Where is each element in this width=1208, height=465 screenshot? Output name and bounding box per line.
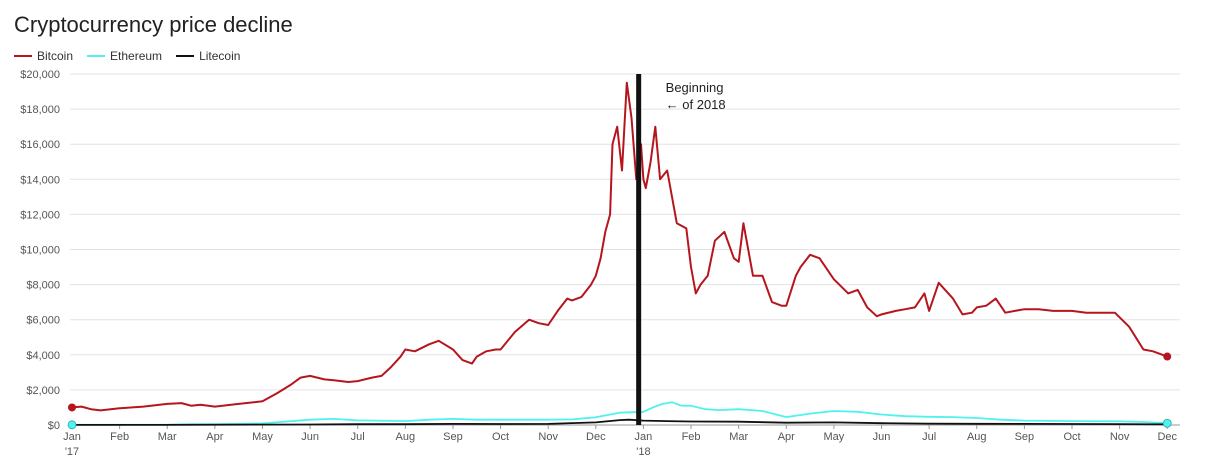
x-tick-label: Oct bbox=[492, 431, 509, 443]
x-tick-label: Nov bbox=[1110, 431, 1130, 443]
legend-swatch-ethereum bbox=[87, 55, 106, 57]
legend-swatch-bitcoin bbox=[14, 55, 32, 57]
x-tick-label: Oct bbox=[1063, 431, 1080, 443]
y-tick-label: $4,000 bbox=[26, 350, 60, 362]
legend: Bitcoin Ethereum Litecoin bbox=[14, 49, 240, 63]
legend-label-litecoin: Litecoin bbox=[199, 49, 241, 63]
legend-item-ethereum[interactable]: Ethereum bbox=[87, 49, 162, 63]
y-tick-label: $6,000 bbox=[26, 315, 60, 327]
x-tick-label: Apr bbox=[778, 431, 795, 443]
legend-label-bitcoin: Bitcoin bbox=[37, 49, 74, 63]
x-tick-label: Jul bbox=[922, 431, 936, 443]
y-tick-label: $2,000 bbox=[26, 385, 60, 397]
x-tick-label: Dec bbox=[1157, 431, 1177, 443]
x-tick-label: Jan bbox=[635, 431, 653, 443]
series-line-bitcoin bbox=[71, 81, 1168, 412]
y-tick-label: $14,000 bbox=[20, 174, 60, 186]
series-line-ethereum bbox=[72, 401, 1168, 426]
y-tick-label: $8,000 bbox=[26, 280, 60, 292]
y-tick-label: $18,000 bbox=[20, 104, 60, 116]
ethereum-end-dot bbox=[1162, 418, 1172, 428]
y-tick-label: $16,000 bbox=[20, 139, 60, 151]
x-tick-label: Apr bbox=[206, 431, 223, 443]
ethereum-start-dot bbox=[67, 420, 77, 430]
x-tick-label: Jun bbox=[301, 431, 319, 443]
x-tick-label: Mar bbox=[729, 431, 748, 443]
bitcoin-start-dot bbox=[68, 403, 76, 412]
x-tick-label: May bbox=[252, 431, 273, 443]
legend-label-ethereum: Ethereum bbox=[110, 49, 163, 63]
x-tick-label: Jul bbox=[351, 431, 365, 443]
x-tick-year-label: '17 bbox=[65, 446, 79, 458]
x-tick-label: Aug bbox=[396, 431, 416, 443]
x-tick-label: Jan bbox=[63, 431, 81, 443]
bitcoin-end-dot bbox=[1163, 352, 1172, 361]
series-line-litecoin bbox=[72, 418, 1168, 426]
chart-title: Cryptocurrency price decline bbox=[14, 12, 293, 37]
annotation-text-line2: ← of 2018 bbox=[666, 97, 726, 112]
x-tick-label: Jun bbox=[873, 431, 891, 443]
y-tick-label: $0 bbox=[48, 420, 60, 432]
annotation-text-line1: Beginning bbox=[666, 80, 724, 95]
x-tick-label: Nov bbox=[538, 431, 558, 443]
legend-item-litecoin[interactable]: Litecoin bbox=[176, 49, 240, 63]
y-tick-label: $12,000 bbox=[20, 209, 60, 221]
x-tick-label: Sep bbox=[443, 431, 463, 443]
x-tick-label: Feb bbox=[110, 431, 129, 443]
x-tick-label: May bbox=[824, 431, 845, 443]
x-tick-label: Sep bbox=[1015, 431, 1035, 443]
y-tick-label: $10,000 bbox=[20, 245, 60, 257]
legend-item-bitcoin[interactable]: Bitcoin bbox=[14, 49, 73, 63]
x-tick-year-label: '18 bbox=[636, 446, 650, 458]
x-tick-label: Dec bbox=[586, 431, 606, 443]
y-tick-label: $20,000 bbox=[20, 69, 60, 81]
legend-swatch-litecoin bbox=[176, 55, 195, 57]
x-tick-label: Mar bbox=[158, 431, 177, 443]
x-tick-label: Feb bbox=[682, 431, 701, 443]
x-tick-label: Aug bbox=[967, 431, 987, 443]
